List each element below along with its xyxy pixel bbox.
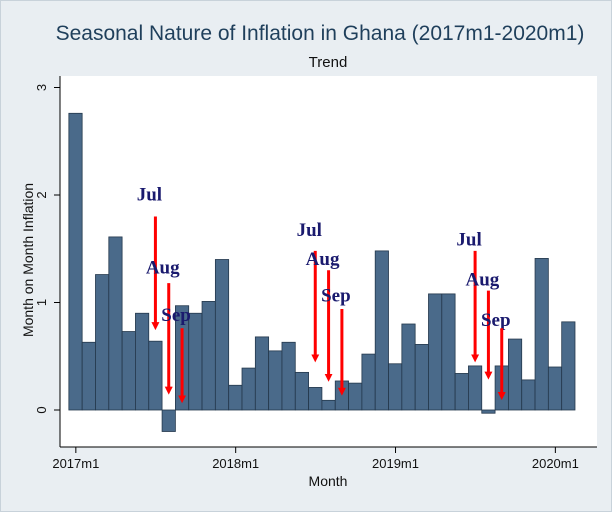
y-tick-label: 0 [34,406,49,413]
bar [414,344,429,411]
annotation-label: Jul [456,230,481,251]
annotation-label: Aug [146,257,180,278]
bar [547,366,563,411]
bar [321,399,336,411]
bar [121,331,136,411]
bar [361,353,376,411]
annotation-label: Jul [137,184,162,205]
x-tick-label: 2018m1 [212,456,259,471]
bar [521,379,536,411]
axes: 0 1 2 3 2017m1 2018m1 2019m1 2020m1 [34,76,597,471]
bar [228,384,243,411]
y-tick-label: 2 [34,191,49,198]
bar [454,373,469,411]
bar [348,382,363,411]
bar [148,340,163,411]
bar [388,363,403,411]
annotation-label: Aug [306,249,340,270]
bar [428,293,443,411]
bar [201,301,216,411]
bar [254,336,270,411]
y-tick-label: 3 [34,84,49,91]
annotation-label: Sep [161,305,191,326]
bar [468,365,483,411]
bar [281,341,296,411]
y-tick-label: 1 [34,299,49,306]
bar [481,409,496,414]
bar [188,312,203,411]
bar [68,112,83,411]
bar [214,259,230,411]
bar [374,250,389,411]
bar-series [68,112,576,432]
month-annotations: Jul Aug Sep Jul Aug Sep Jul Aug Sep [137,184,511,404]
x-tick-label: 2019m1 [372,456,419,471]
annotation-label: Aug [466,269,500,290]
bar [241,367,256,411]
bar [308,387,323,411]
chart-subtitle: Trend [309,54,348,71]
bar [95,274,110,411]
annotation-label: Sep [481,310,511,331]
chart-title: Seasonal Nature of Inflation in Ghana (2… [56,22,585,45]
bar [294,371,309,411]
bar [401,323,416,411]
y-axis-title: Month on Month Inflation [20,183,36,337]
x-axis-title: Month [309,473,348,489]
bar [268,350,283,411]
bar [561,321,576,411]
bar [108,236,123,411]
bar [135,312,150,411]
annotation-label: Sep [321,285,351,306]
bar [161,409,176,432]
x-tick-label: 2017m1 [52,456,99,471]
bar [508,338,523,411]
bar [534,258,549,411]
bar [81,341,96,411]
x-tick-label: 2020m1 [532,456,579,471]
annotation-label: Jul [297,220,322,241]
bar [441,293,456,411]
